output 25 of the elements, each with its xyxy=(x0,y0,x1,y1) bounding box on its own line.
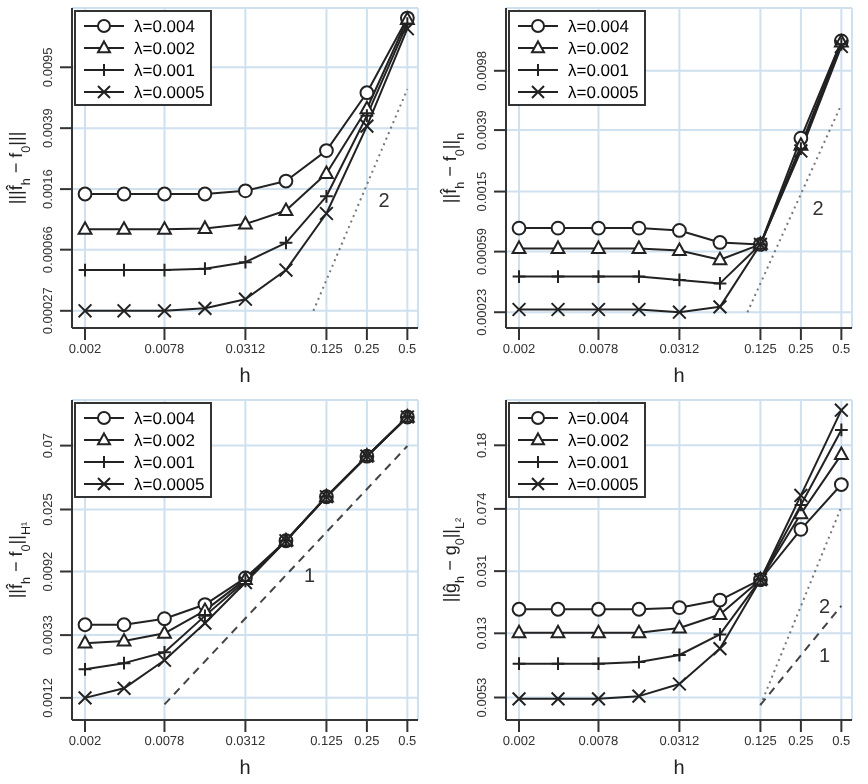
x-axis-title: h xyxy=(673,758,685,780)
legend-label: λ=0.002 xyxy=(568,37,629,57)
legend-label: λ=0.004 xyxy=(134,407,195,427)
legend-label: λ=0.002 xyxy=(134,37,195,57)
legend-label: λ=0.001 xyxy=(134,59,195,79)
legend-label: λ=0.002 xyxy=(568,429,629,449)
legend-label: λ=0.0005 xyxy=(134,81,205,101)
legend-label: λ=0.0005 xyxy=(134,473,205,493)
x-axis-title: h xyxy=(239,758,251,780)
legend-label: λ=0.001 xyxy=(568,451,629,471)
legend-label: λ=0.001 xyxy=(134,451,195,471)
legend-label: λ=0.001 xyxy=(568,59,629,79)
legend-label: λ=0.0005 xyxy=(568,81,639,101)
annotation: 2 xyxy=(812,199,825,222)
annotation: 1 xyxy=(818,646,831,669)
legend-label: λ=0.004 xyxy=(568,407,629,427)
annotation: 2 xyxy=(818,597,831,620)
legend-label: λ=0.004 xyxy=(134,15,195,35)
legend-label: λ=0.004 xyxy=(568,15,629,35)
x-axis-title: h xyxy=(239,366,251,388)
annotation: 1 xyxy=(303,566,316,589)
legend-label: λ=0.002 xyxy=(134,429,195,449)
x-axis-title: h xyxy=(673,366,685,388)
legend-label: λ=0.0005 xyxy=(568,473,639,493)
annotation: 2 xyxy=(378,191,391,214)
